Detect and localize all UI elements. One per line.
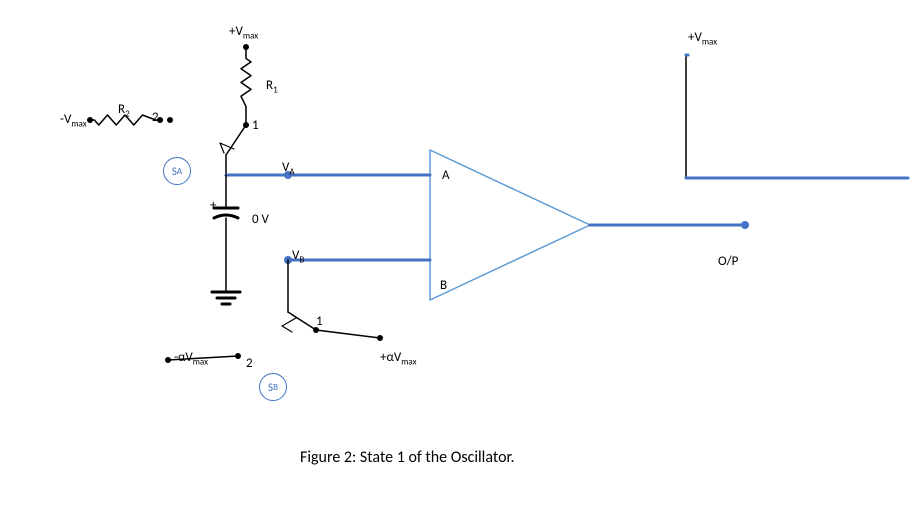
label-sw-top-2: 2 — [152, 110, 159, 125]
label-sw-bot-1: 1 — [316, 314, 323, 329]
label-sb: SB — [259, 373, 287, 401]
label-0v: 0 V — [252, 212, 269, 227]
label-va: VA — [282, 160, 295, 178]
label-plus-vmax-graph: +Vmax — [688, 30, 717, 48]
label-r2: R2 — [118, 102, 130, 120]
label-vb: VB — [292, 248, 304, 266]
label-sw-bot-2: 2 — [246, 356, 253, 371]
circuit-svg — [0, 0, 911, 520]
label-plus-vmax-top: +Vmax — [229, 24, 258, 42]
label-sa: SA — [163, 157, 191, 185]
label-minus-alpha-vmax: -αVmax — [174, 350, 208, 368]
label-minus-vmax: -Vmax — [60, 112, 87, 130]
label-plus-alpha-vmax: +αVmax — [380, 350, 417, 368]
label-a: A — [442, 168, 450, 183]
label-cap-plus: + — [210, 198, 216, 213]
label-op: O/P — [718, 254, 738, 269]
figure-caption: Figure 2: State 1 of the Oscillator. — [300, 448, 515, 467]
label-sw-top-1: 1 — [252, 118, 259, 133]
label-r1: R1 — [266, 78, 278, 96]
label-b: B — [440, 278, 447, 293]
